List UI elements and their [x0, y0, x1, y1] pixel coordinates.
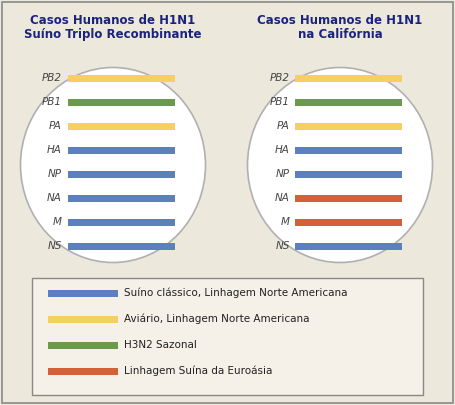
FancyBboxPatch shape	[295, 75, 402, 81]
Text: PB1: PB1	[42, 97, 62, 107]
Text: PA: PA	[277, 121, 290, 131]
FancyBboxPatch shape	[32, 278, 423, 395]
FancyBboxPatch shape	[68, 75, 175, 81]
FancyBboxPatch shape	[295, 243, 402, 249]
FancyBboxPatch shape	[68, 194, 175, 202]
FancyBboxPatch shape	[68, 147, 175, 153]
Ellipse shape	[20, 68, 206, 262]
Text: Casos Humanos de H1N1: Casos Humanos de H1N1	[30, 14, 196, 27]
Text: M: M	[53, 217, 62, 227]
Text: PB2: PB2	[42, 73, 62, 83]
FancyBboxPatch shape	[48, 290, 118, 296]
Text: PB2: PB2	[270, 73, 290, 83]
Text: NA: NA	[47, 193, 62, 203]
Text: NA: NA	[275, 193, 290, 203]
FancyBboxPatch shape	[295, 122, 402, 130]
FancyBboxPatch shape	[48, 315, 118, 322]
FancyBboxPatch shape	[295, 219, 402, 226]
Text: NS: NS	[276, 241, 290, 251]
Text: Linhagem Suína da Euroásia: Linhagem Suína da Euroásia	[124, 366, 273, 376]
FancyBboxPatch shape	[48, 341, 118, 348]
Text: HA: HA	[275, 145, 290, 155]
FancyBboxPatch shape	[68, 243, 175, 249]
FancyBboxPatch shape	[48, 367, 118, 375]
Text: Aviário, Linhagem Norte Americana: Aviário, Linhagem Norte Americana	[124, 314, 309, 324]
Text: H3N2 Sazonal: H3N2 Sazonal	[124, 340, 197, 350]
FancyBboxPatch shape	[295, 147, 402, 153]
FancyBboxPatch shape	[68, 171, 175, 177]
FancyBboxPatch shape	[68, 219, 175, 226]
Text: na Califórnia: na Califórnia	[298, 28, 382, 41]
Text: NP: NP	[276, 169, 290, 179]
Ellipse shape	[248, 68, 433, 262]
Text: M: M	[281, 217, 290, 227]
Text: PA: PA	[49, 121, 62, 131]
Text: PB1: PB1	[270, 97, 290, 107]
FancyBboxPatch shape	[295, 171, 402, 177]
Text: Casos Humanos de H1N1: Casos Humanos de H1N1	[258, 14, 423, 27]
FancyBboxPatch shape	[68, 98, 175, 105]
Text: NS: NS	[48, 241, 62, 251]
Text: NP: NP	[48, 169, 62, 179]
Text: Suíno clássico, Linhagem Norte Americana: Suíno clássico, Linhagem Norte Americana	[124, 288, 348, 298]
Text: Suíno Triplo Recombinante: Suíno Triplo Recombinante	[24, 28, 202, 41]
FancyBboxPatch shape	[295, 194, 402, 202]
FancyBboxPatch shape	[295, 98, 402, 105]
FancyBboxPatch shape	[68, 122, 175, 130]
Text: HA: HA	[47, 145, 62, 155]
